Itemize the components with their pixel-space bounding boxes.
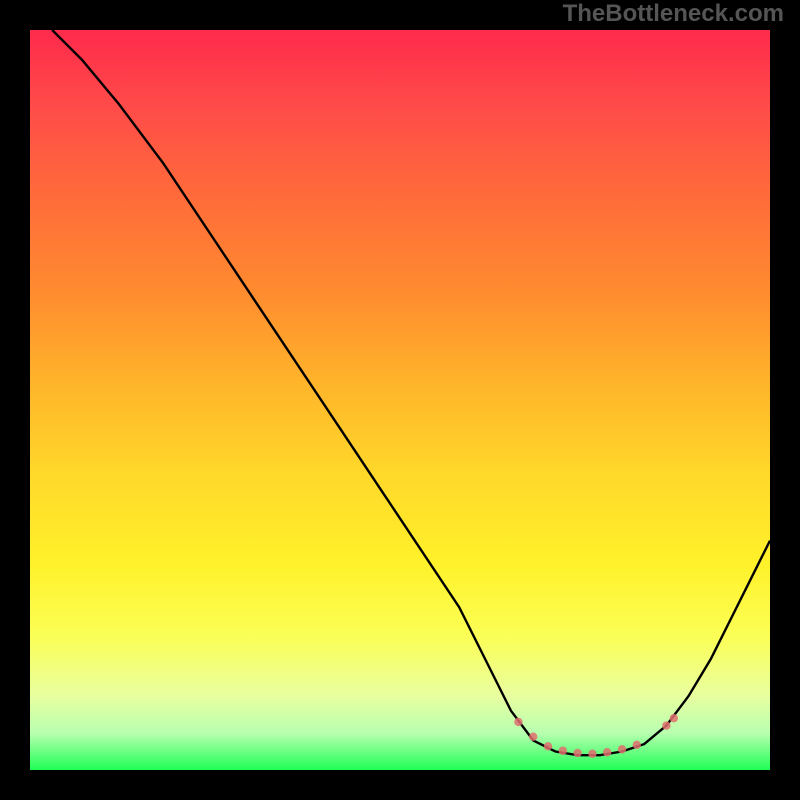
curve-marker xyxy=(603,748,611,756)
curve-marker xyxy=(514,718,522,726)
chart-svg xyxy=(30,30,770,770)
curve-marker xyxy=(618,745,626,753)
watermark-text: TheBottleneck.com xyxy=(563,0,784,28)
curve-marker xyxy=(559,747,567,755)
curve-marker xyxy=(544,742,552,750)
curve-marker xyxy=(588,750,596,758)
chart-background xyxy=(30,30,770,770)
curve-marker xyxy=(670,714,678,722)
curve-marker xyxy=(662,721,670,729)
curve-marker xyxy=(633,741,641,749)
chart-container: TheBottleneck.com xyxy=(0,0,800,800)
curve-marker xyxy=(573,749,581,757)
curve-marker xyxy=(529,733,537,741)
plot-area xyxy=(30,30,770,770)
